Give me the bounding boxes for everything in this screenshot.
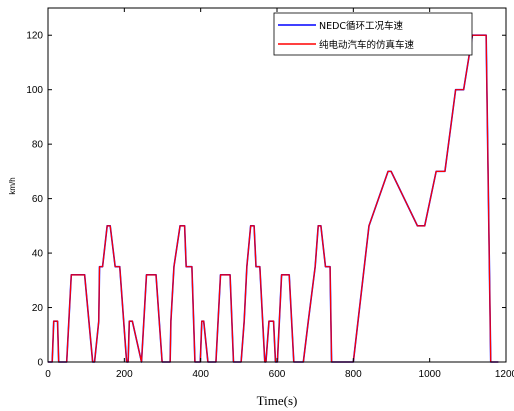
x-axis-label: Time(s) xyxy=(257,393,298,408)
legend: NEDC循环工况车速 纯电动汽车的仿真车速 xyxy=(273,12,473,56)
x-tick-label: 0 xyxy=(45,369,51,380)
x-tick-label: 800 xyxy=(345,369,362,380)
y-axis: 0 20 40 60 80 100 120 xyxy=(26,31,506,369)
y-tick-label: 120 xyxy=(26,31,43,42)
legend-label-simulation: 纯电动汽车的仿真车速 xyxy=(319,39,415,51)
legend-box xyxy=(273,12,473,56)
plot-area xyxy=(48,8,506,362)
x-tick-label: 1000 xyxy=(419,369,442,380)
y-tick-label: 40 xyxy=(32,249,44,260)
legend-label-nedc: NEDC循环工况车速 xyxy=(319,20,404,32)
y-axis-label: km/h xyxy=(8,177,17,194)
x-tick-label: 600 xyxy=(269,369,286,380)
y-tick-label: 80 xyxy=(32,140,44,151)
y-tick-label: 60 xyxy=(32,194,44,205)
y-tick-label: 20 xyxy=(32,303,44,314)
y-tick-label: 0 xyxy=(37,358,43,369)
x-tick-label: 200 xyxy=(116,369,133,380)
x-tick-label: 400 xyxy=(192,369,209,380)
y-tick-label: 100 xyxy=(26,85,43,96)
